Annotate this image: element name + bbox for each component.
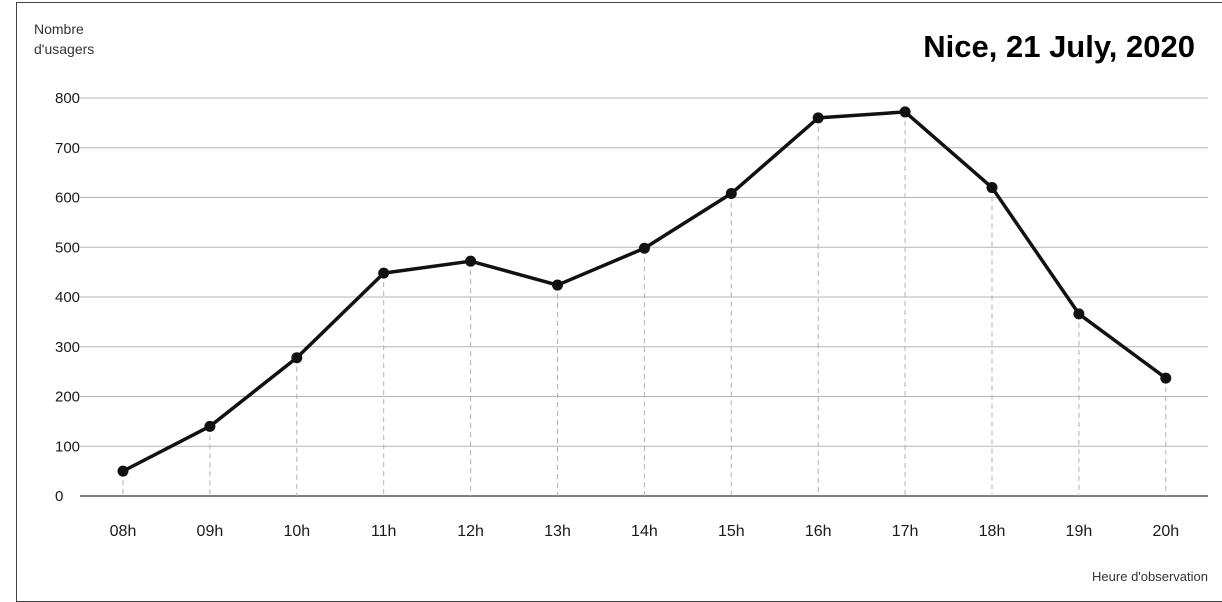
- chart-title: Nice, 21 July, 2020: [923, 29, 1195, 64]
- y-axis-label-line-1: Nombre: [34, 21, 84, 37]
- x-tick-label: 20h: [1152, 523, 1179, 540]
- data-point-16h: [812, 112, 824, 124]
- y-tick-label: 200: [55, 389, 80, 406]
- data-point-17h: [899, 106, 911, 118]
- data-point-13h: [552, 279, 563, 291]
- x-tick-label: 19h: [1066, 523, 1093, 540]
- drop-lines: [122, 111, 1167, 496]
- x-tick-label: 17h: [892, 523, 919, 540]
- x-tick-label: 08h: [110, 523, 137, 540]
- x-tick-label: 09h: [197, 523, 224, 540]
- x-tick-label: 18h: [979, 523, 1006, 540]
- x-tick-label: 15h: [718, 523, 745, 540]
- data-point-08h: [117, 465, 129, 477]
- y-tick-label: 0: [55, 488, 63, 505]
- data-point-11h: [378, 267, 390, 279]
- series-line: [121, 110, 1168, 473]
- y-tick-label: 300: [55, 339, 80, 356]
- y-tick-label: 500: [55, 239, 80, 256]
- y-tick-label: 700: [55, 140, 80, 157]
- x-axis-ticks: 08h 09h 10h 11h 12h 13h 14h 15h 16h 17h 18h 19h 20h: [110, 523, 1180, 540]
- x-axis-label: Heure d'observation: [1092, 569, 1208, 584]
- data-point-10h: [291, 352, 303, 364]
- y-axis-label-line-2: d'usagers: [34, 41, 94, 57]
- x-tick-label: 12h: [457, 523, 484, 540]
- data-point-19h: [1073, 308, 1085, 320]
- data-point-09h: [204, 420, 216, 432]
- y-axis-ticks: 0 100 200 300 400 500 600 700 800: [55, 90, 80, 505]
- x-tick-label: 14h: [631, 523, 658, 540]
- y-tick-label: 100: [55, 438, 80, 455]
- y-tick-label: 400: [55, 289, 80, 306]
- y-tick-label: 600: [55, 190, 80, 207]
- x-tick-label: 10h: [283, 523, 310, 540]
- data-point-20h: [1160, 372, 1172, 384]
- data-point-18h: [986, 182, 998, 194]
- data-points: [117, 106, 1172, 477]
- data-point-15h: [725, 188, 737, 200]
- x-tick-label: 11h: [371, 523, 397, 540]
- x-tick-label: 13h: [544, 523, 571, 540]
- data-point-12h: [465, 255, 477, 267]
- y-tick-label: 800: [55, 90, 80, 107]
- data-point-14h: [638, 242, 650, 254]
- x-tick-label: 16h: [805, 523, 832, 540]
